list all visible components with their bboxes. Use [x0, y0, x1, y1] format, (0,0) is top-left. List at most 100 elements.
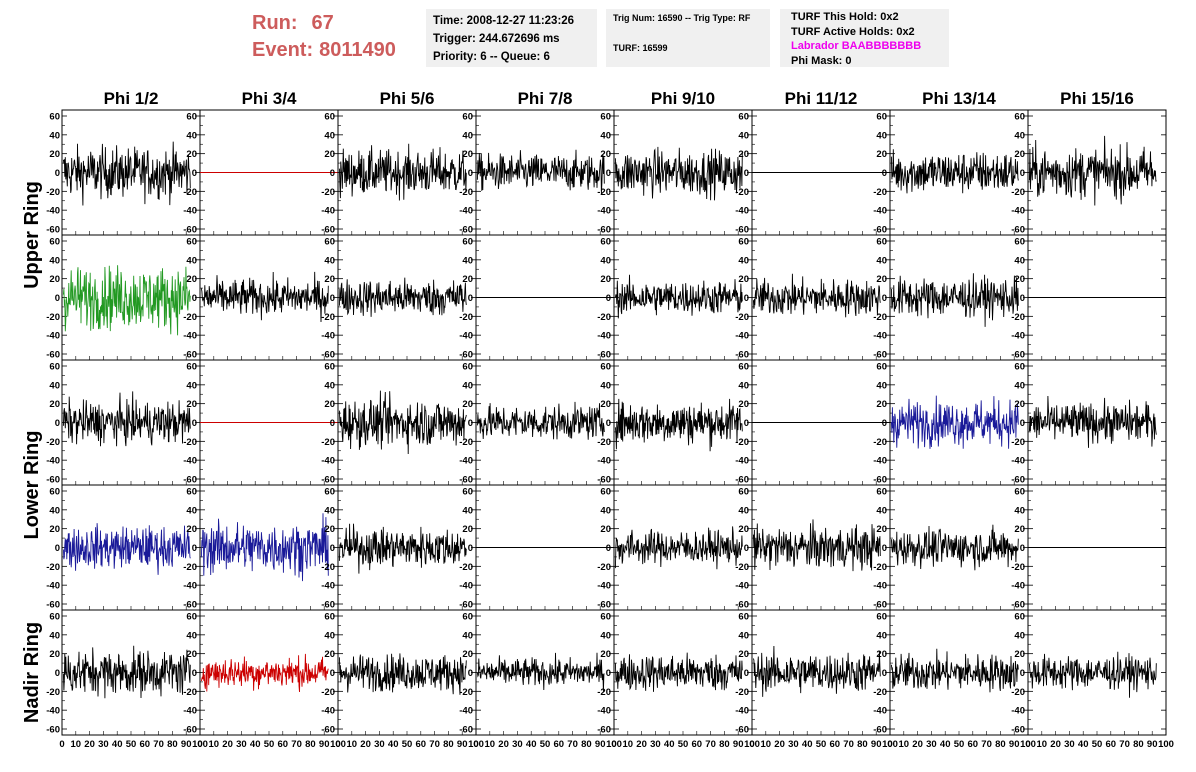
y-tick-label: 0	[1020, 543, 1025, 554]
y-tick-label: -40	[46, 581, 60, 592]
y-tick-label: 0	[192, 293, 197, 304]
y-tick-label: -60	[183, 725, 197, 736]
column-header: Phi 5/6	[380, 89, 435, 108]
trig-info-box: Trig Num: 16590 -- Trig Type: RF TURF: 1…	[606, 9, 770, 67]
waveform-trace	[752, 645, 881, 697]
x-tick-label: 40	[802, 739, 813, 750]
x-tick-label: 0	[749, 739, 754, 750]
y-tick-label: 20	[186, 149, 197, 160]
y-tick-label: 60	[186, 612, 197, 623]
y-tick-label: -40	[735, 581, 749, 592]
column-header: Phi 1/2	[104, 89, 159, 108]
x-tick-label: 40	[388, 739, 399, 750]
y-tick-label: 20	[600, 274, 611, 285]
y-tick-label: -60	[735, 475, 749, 486]
y-tick-label: 20	[324, 149, 335, 160]
y-tick-label: -60	[873, 725, 887, 736]
y-tick-label: -40	[183, 331, 197, 342]
y-tick-label: 40	[1014, 255, 1025, 266]
y-tick-label: 0	[468, 668, 473, 679]
y-tick-label: 0	[882, 418, 887, 429]
ring-label: Lower Ring	[21, 431, 43, 540]
y-tick-label: 0	[882, 293, 887, 304]
x-tick-label: 100	[606, 739, 622, 750]
y-tick-label: 40	[600, 255, 611, 266]
column-header: Phi 15/16	[1060, 89, 1134, 108]
y-tick-label: -40	[183, 581, 197, 592]
y-tick-label: 0	[330, 168, 335, 179]
y-tick-label: 60	[186, 237, 197, 248]
x-tick-label: 90	[181, 739, 192, 750]
y-tick-label: 0	[55, 293, 60, 304]
y-tick-label: 20	[49, 399, 60, 410]
waveform-trace	[62, 265, 191, 336]
y-tick-label: -40	[1011, 331, 1025, 342]
y-tick-label: -60	[459, 350, 473, 361]
waveform-trace	[200, 271, 329, 323]
y-tick-label: -60	[459, 725, 473, 736]
x-tick-label: 70	[153, 739, 164, 750]
y-tick-label: 60	[324, 612, 335, 623]
y-tick-label: 40	[462, 505, 473, 516]
y-tick-label: -40	[459, 581, 473, 592]
y-tick-label: 0	[1020, 168, 1025, 179]
y-tick-label: 40	[1014, 505, 1025, 516]
x-tick-label: 90	[1147, 739, 1158, 750]
waveform-trace	[1028, 651, 1157, 698]
y-tick-label: 20	[49, 149, 60, 160]
x-tick-label: 20	[774, 739, 785, 750]
y-tick-label: 40	[1014, 130, 1025, 141]
y-tick-label: 40	[738, 130, 749, 141]
run-label: Run:	[252, 12, 298, 34]
y-tick-label: -40	[597, 206, 611, 217]
turf-this-hold-text: TURF This Hold: 0x2	[791, 11, 899, 23]
x-tick-label: 50	[954, 739, 965, 750]
x-tick-label: 30	[1064, 739, 1075, 750]
y-tick-label: 20	[324, 649, 335, 660]
x-tick-label: 50	[816, 739, 827, 750]
y-tick-label: 20	[600, 399, 611, 410]
x-tick-label: 70	[291, 739, 302, 750]
y-tick-label: -40	[735, 456, 749, 467]
y-tick-label: 60	[876, 112, 887, 123]
y-tick-label: 60	[738, 612, 749, 623]
y-tick-label: -20	[873, 312, 887, 323]
x-tick-label: 70	[1119, 739, 1130, 750]
y-tick-label: 0	[882, 168, 887, 179]
waveform-trace	[890, 648, 1019, 693]
y-tick-label: 0	[55, 668, 60, 679]
y-tick-label: 40	[738, 255, 749, 266]
y-tick-label: 60	[186, 487, 197, 498]
waveform-trace	[890, 149, 1019, 194]
x-tick-label: 50	[126, 739, 137, 750]
x-tick-label: 60	[416, 739, 427, 750]
y-tick-label: -60	[46, 225, 60, 236]
x-tick-label: 100	[192, 739, 208, 750]
y-tick-label: -40	[183, 456, 197, 467]
x-tick-label: 90	[733, 739, 744, 750]
column-header: Phi 7/8	[518, 89, 573, 108]
x-tick-label: 20	[636, 739, 647, 750]
y-tick-label: 20	[738, 399, 749, 410]
y-tick-label: -60	[1011, 350, 1025, 361]
column-header: Phi 13/14	[922, 89, 996, 108]
x-tick-label: 20	[1050, 739, 1061, 750]
x-tick-label: 0	[611, 739, 616, 750]
y-tick-label: -20	[597, 187, 611, 198]
y-tick-label: 0	[882, 668, 887, 679]
y-tick-label: -40	[735, 331, 749, 342]
y-tick-label: 20	[324, 274, 335, 285]
y-tick-label: 20	[738, 149, 749, 160]
x-tick-label: 10	[1037, 739, 1048, 750]
y-tick-label: -20	[735, 312, 749, 323]
waveform-trace	[200, 513, 329, 582]
waveform-trace	[890, 524, 1019, 571]
x-tick-label: 10	[209, 739, 220, 750]
y-tick-label: -40	[873, 581, 887, 592]
x-tick-label: 40	[664, 739, 675, 750]
x-tick-label: 90	[871, 739, 882, 750]
y-tick-label: -60	[46, 475, 60, 486]
time-info-box: Time: 2008-12-27 11:23:26 Trigger: 244.6…	[426, 9, 597, 67]
y-tick-label: -60	[735, 725, 749, 736]
waveform-trace	[890, 273, 1019, 327]
